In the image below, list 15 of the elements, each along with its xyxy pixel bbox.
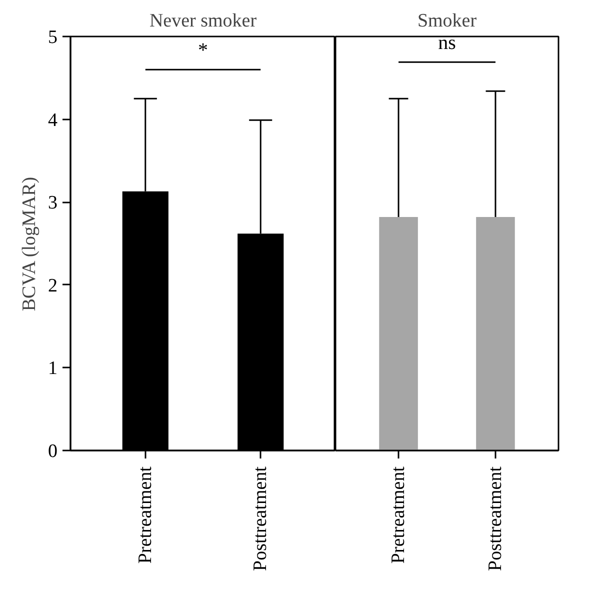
- chart-title: Smoker: [417, 10, 478, 32]
- x-tick-label: Pretreatment: [134, 466, 156, 564]
- y-tick-label: 0: [48, 441, 58, 462]
- y-axis-title: BCVA (logMAR): [19, 176, 40, 312]
- y-tick-label: 4: [48, 110, 58, 131]
- y-tick-label: 2: [48, 275, 58, 296]
- y-tick-label: 3: [48, 192, 58, 214]
- x-tick-label: Pretreatment: [388, 466, 410, 564]
- annotation: ns: [438, 32, 456, 54]
- y-tick-label: 5: [48, 27, 58, 48]
- annotation: *: [198, 39, 208, 62]
- y-tick-label: 1: [48, 358, 58, 380]
- x-tick-label: Posttreatment: [250, 466, 272, 571]
- chart-title: Never smoker: [149, 10, 258, 32]
- x-tick-label: Posttreatment: [484, 466, 506, 571]
